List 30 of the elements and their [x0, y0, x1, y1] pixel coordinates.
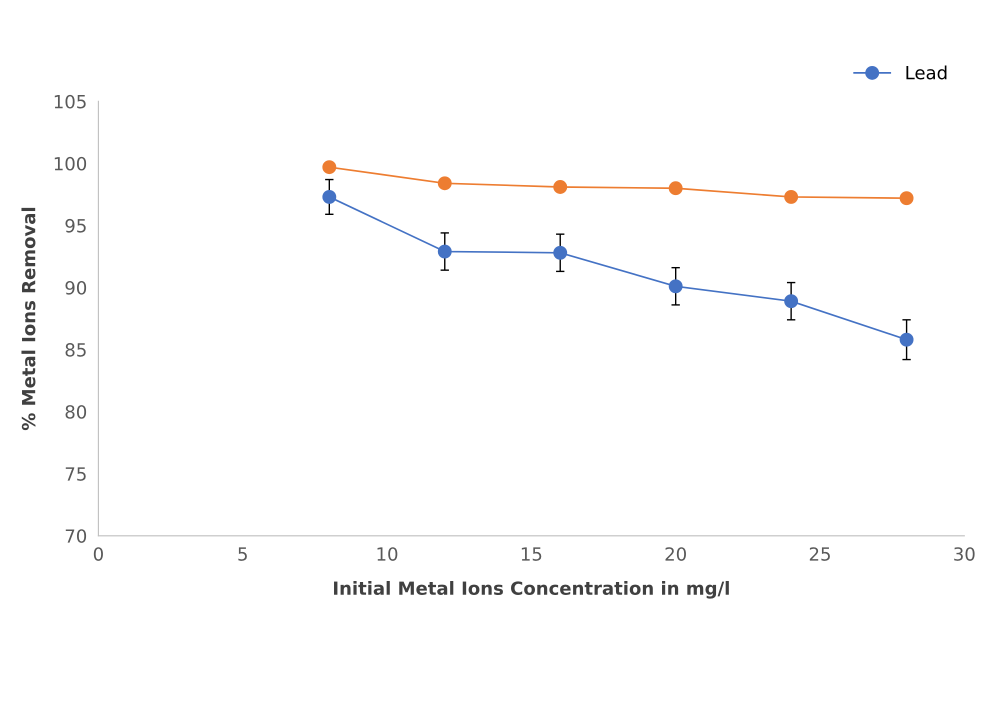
point — [553, 246, 568, 260]
x-tick-label: 30 — [954, 547, 975, 561]
point — [900, 191, 914, 206]
x-tick-label: 15 — [522, 547, 542, 561]
y-tick-label: 95 — [65, 218, 86, 233]
point — [438, 176, 452, 190]
y-tick-label: 70 — [66, 529, 86, 543]
point — [784, 190, 798, 204]
x-tick-label: 10 — [378, 547, 398, 561]
y-tick-label: 75 — [66, 467, 86, 481]
point — [322, 160, 336, 174]
x-tick-label: 20 — [666, 547, 686, 561]
point — [668, 181, 683, 196]
point — [900, 332, 914, 347]
x-axis-title: Initial Metal Ions Concentration in mg/l — [334, 581, 729, 599]
point — [553, 180, 568, 194]
legend-label: Lead — [906, 65, 946, 80]
x-tick-label: 0 — [94, 547, 103, 561]
y-tick-label: 90 — [65, 280, 86, 295]
y-tick-label: 105 — [54, 94, 86, 108]
x-tick-label: 25 — [810, 547, 830, 561]
point — [322, 190, 336, 204]
y-tick-label: 80 — [66, 405, 86, 419]
y-tick-label: 85 — [66, 343, 86, 357]
point — [668, 279, 683, 294]
x-tick-label: 5 — [238, 547, 247, 561]
y-tick-label: 100 — [54, 156, 86, 171]
point — [438, 244, 452, 258]
point — [784, 294, 798, 308]
y-axis-title: % Metal Ions Removal — [21, 208, 36, 430]
